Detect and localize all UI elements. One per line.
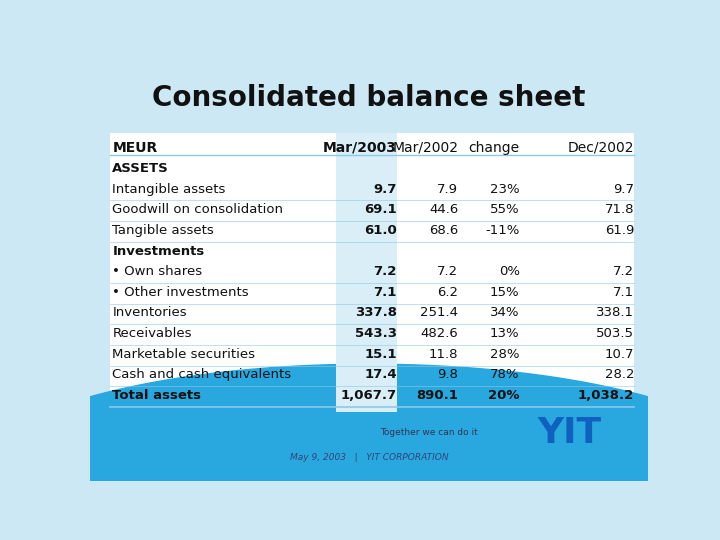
Bar xyxy=(336,133,397,412)
Text: Consolidated balance sheet: Consolidated balance sheet xyxy=(153,84,585,112)
Text: • Own shares: • Own shares xyxy=(112,265,202,278)
Text: 7.2: 7.2 xyxy=(437,265,459,278)
Text: 68.6: 68.6 xyxy=(429,224,459,237)
Text: 890.1: 890.1 xyxy=(416,389,459,402)
Text: 503.5: 503.5 xyxy=(596,327,634,340)
Text: 543.3: 543.3 xyxy=(355,327,397,340)
Text: 69.1: 69.1 xyxy=(364,203,397,216)
Text: 1,038.2: 1,038.2 xyxy=(577,389,634,402)
Text: 10.7: 10.7 xyxy=(605,348,634,361)
Text: 13%: 13% xyxy=(490,327,520,340)
Text: ASSETS: ASSETS xyxy=(112,162,169,175)
Text: Cash and cash equivalents: Cash and cash equivalents xyxy=(112,368,292,381)
Text: • Other investments: • Other investments xyxy=(112,286,249,299)
Text: 6.2: 6.2 xyxy=(437,286,459,299)
Text: Intangible assets: Intangible assets xyxy=(112,183,225,195)
Text: MEUR: MEUR xyxy=(112,141,158,155)
Text: Total assets: Total assets xyxy=(112,389,202,402)
Polygon shape xyxy=(0,364,720,522)
Text: 338.1: 338.1 xyxy=(596,306,634,320)
Text: Mar/2002: Mar/2002 xyxy=(392,141,459,155)
Text: 71.8: 71.8 xyxy=(605,203,634,216)
Text: 20%: 20% xyxy=(488,389,520,402)
Text: change: change xyxy=(469,141,520,155)
Text: 55%: 55% xyxy=(490,203,520,216)
Text: 337.8: 337.8 xyxy=(355,306,397,320)
Text: 7.9: 7.9 xyxy=(437,183,459,195)
Text: Investments: Investments xyxy=(112,245,204,258)
Text: 482.6: 482.6 xyxy=(420,327,459,340)
Text: Goodwill on consolidation: Goodwill on consolidation xyxy=(112,203,284,216)
Text: -11%: -11% xyxy=(485,224,520,237)
Text: 1,067.7: 1,067.7 xyxy=(341,389,397,402)
Text: YIT: YIT xyxy=(538,416,602,450)
Bar xyxy=(109,133,634,412)
Text: May 9, 2003   |   YIT CORPORATION: May 9, 2003 | YIT CORPORATION xyxy=(289,453,449,462)
Text: 11.8: 11.8 xyxy=(429,348,459,361)
Text: Inventories: Inventories xyxy=(112,306,187,320)
Text: 61.0: 61.0 xyxy=(364,224,397,237)
Text: 7.2: 7.2 xyxy=(613,265,634,278)
Text: 9.7: 9.7 xyxy=(374,183,397,195)
Text: 28%: 28% xyxy=(490,348,520,361)
Text: 9.7: 9.7 xyxy=(613,183,634,195)
Text: 7.2: 7.2 xyxy=(374,265,397,278)
Text: 17.4: 17.4 xyxy=(364,368,397,381)
Text: 7.1: 7.1 xyxy=(613,286,634,299)
Text: 61.9: 61.9 xyxy=(605,224,634,237)
Text: Together we can do it: Together we can do it xyxy=(380,428,478,437)
Text: Dec/2002: Dec/2002 xyxy=(567,141,634,155)
Text: 28.2: 28.2 xyxy=(605,368,634,381)
Text: Tangible assets: Tangible assets xyxy=(112,224,214,237)
Text: 44.6: 44.6 xyxy=(429,203,459,216)
Text: 251.4: 251.4 xyxy=(420,306,459,320)
Text: 7.1: 7.1 xyxy=(374,286,397,299)
Text: 78%: 78% xyxy=(490,368,520,381)
Text: 9.8: 9.8 xyxy=(438,368,459,381)
Text: 34%: 34% xyxy=(490,306,520,320)
Text: 15.1: 15.1 xyxy=(364,348,397,361)
Text: 23%: 23% xyxy=(490,183,520,195)
Text: Mar/2003: Mar/2003 xyxy=(323,141,397,155)
Text: Marketable securities: Marketable securities xyxy=(112,348,256,361)
Text: 15%: 15% xyxy=(490,286,520,299)
Text: 0%: 0% xyxy=(499,265,520,278)
Text: Receivables: Receivables xyxy=(112,327,192,340)
